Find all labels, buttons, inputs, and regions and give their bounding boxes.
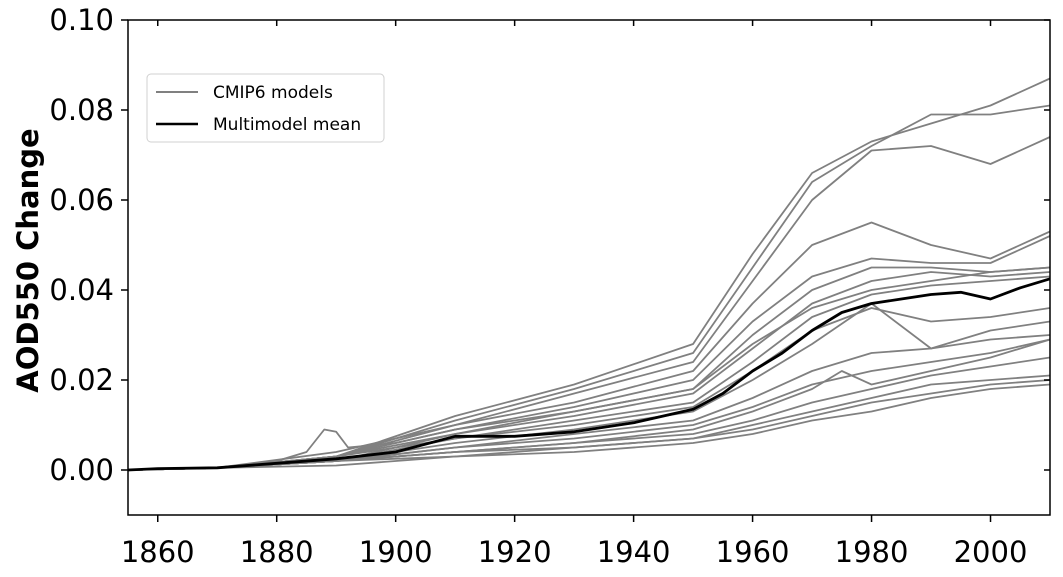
x-tick-label: 1920 [478, 535, 552, 569]
legend-label-cmip6-models: CMIP6 models [213, 83, 333, 103]
series-line-cmip6-model-14 [128, 379, 1050, 471]
x-tick-label: 1880 [240, 535, 314, 569]
x-tick-label: 1900 [359, 535, 433, 569]
y-axis: 0.00 0.02 0.04 0.06 0.08 0.10 [49, 3, 1050, 487]
series-layer [128, 77, 1050, 472]
series-line-cmip6-model-3 [128, 136, 1050, 471]
x-tick-label: 1980 [835, 535, 909, 569]
series-line-cmip6-model-5 [128, 235, 1050, 471]
series-line-cmip6-model-17 [128, 266, 1050, 471]
x-tick-label: 2000 [954, 535, 1028, 569]
legend: CMIP6 models Multimodel mean [146, 73, 385, 143]
x-tick-label: 1960 [716, 535, 790, 569]
x-axis: 1860 1880 1900 1920 1940 1960 1980 2000 [121, 20, 1028, 569]
y-axis-label: AOD550 Change [11, 128, 45, 392]
series-line-cmip6-model-8 [128, 275, 1050, 471]
series-line-cmip6-model-7 [128, 271, 1050, 471]
x-tick-label: 1940 [597, 535, 671, 569]
y-tick-label: 0.04 [49, 273, 114, 307]
x-tick-label: 1860 [121, 535, 195, 569]
y-tick-label: 0.06 [49, 183, 114, 217]
y-tick-label: 0.10 [49, 3, 114, 37]
y-tick-label: 0.08 [49, 93, 114, 127]
legend-label-multimodel-mean: Multimodel mean [213, 115, 361, 135]
series-line-cmip6-model-15 [128, 383, 1050, 471]
series-line-cmip6-model-10 [128, 302, 1050, 471]
plot-frame [127, 19, 1051, 516]
y-tick-label: 0.02 [49, 363, 114, 397]
legend-box [146, 73, 385, 143]
series-line-cmip6-model-18 [128, 338, 1050, 471]
series-line-multimodel-mean [128, 277, 1050, 472]
y-tick-label: 0.00 [49, 453, 114, 487]
